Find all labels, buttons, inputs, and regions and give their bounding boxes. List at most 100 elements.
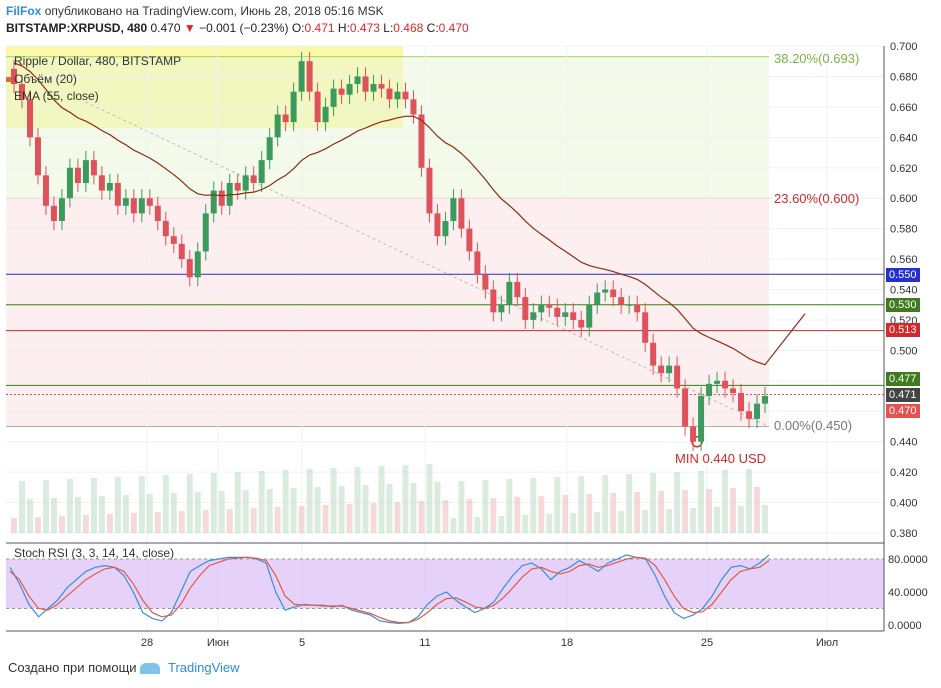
volume-bar [586,494,593,533]
volume-bar [338,486,345,533]
volume-bar [130,513,137,533]
legend-volume: Объём (20) [6,72,77,86]
volume-bar [114,477,121,533]
candle-body [210,190,217,214]
candle-body [538,304,545,313]
candle-body [258,160,265,183]
volume-bar [522,515,529,533]
volume-bar [98,496,105,533]
volume-bar [178,511,185,533]
candle-body [178,243,185,260]
y-tick-label: 0.600 [890,193,918,205]
last-price: 0.470 [150,21,181,35]
candle-body [562,312,569,317]
volume-bar [11,518,17,533]
symbol: BITSTAMP:XRPUSD, 480 [6,21,148,35]
price-chart[interactable]: 0.700 0.680 0.660 0.640 0.620 0.600 0.580 0.560… [0,38,941,656]
candle-body [434,213,441,237]
tradingview-link[interactable]: TradingView [140,660,240,675]
candle-body [98,175,105,191]
candle-body [426,167,433,214]
candle-body [650,342,657,366]
volume-bar [490,498,497,533]
volume-bar [18,481,25,533]
volume-bar [250,508,257,533]
legend-ema: EMA (55, close) [14,89,99,103]
volume-bar [74,497,81,533]
candle-body [66,167,73,199]
candle-body [362,76,369,92]
candle-body [394,91,401,100]
candle-body [602,289,609,293]
volume-bar [402,465,409,533]
candle-body [82,160,89,183]
stoch-rsi-label: Stoch RSI (3, 3, 14, 14, close) [14,546,175,560]
y-tick-label: 0.440 [890,437,918,449]
candle-body [282,114,289,123]
y-tick-label: 0.660 [890,102,918,114]
volume-bar [618,511,625,533]
candle-body [306,61,313,92]
candle-body [610,289,617,298]
candle-body [506,281,513,305]
candle-body [42,175,49,206]
price-tag-530: 0.530 [886,298,920,312]
volume-bar [186,474,193,533]
candle-body [530,312,537,320]
fib-0-label: 0.00%(0.450) [774,418,853,433]
open-value: 0.471 [304,21,335,35]
candle-body [666,365,673,374]
volume-bar [434,482,441,533]
price-tag-471: 0.471 [886,388,920,402]
symbol-line: BITSTAMP:XRPUSD, 480 0.470 ▼ −0.001 (−0.… [6,21,469,35]
candle-body [522,297,529,320]
volume-bar [458,481,465,533]
candle-body [18,84,25,100]
y-tick-label: 0.700 [890,41,918,53]
volume-bar [474,517,481,533]
low-value: 0.468 [393,21,424,35]
candle-body [130,198,137,214]
volume-bar [730,488,737,533]
horizontal-levels [6,273,884,448]
volume-bar [226,509,233,533]
candle-body [442,221,449,237]
candle-body [11,68,17,85]
volume-dot-icon [6,77,11,83]
volume-bar [362,485,369,533]
candle-body [298,61,305,92]
min-label: MIN 0.440 USD [675,451,767,466]
candle-body [234,182,241,191]
y-tick-label: 0.540 [890,285,918,297]
rsi-tick-label: 80.0000 [888,554,928,566]
candle-body [26,99,33,138]
volume-bar [146,494,153,533]
price-change: −0.001 (−0.23%) [199,21,289,35]
volume-bar [426,464,433,533]
volume-bar [322,505,329,533]
candle-body [498,304,505,313]
volume-bar [546,514,553,533]
volume-bar [498,516,505,533]
candle-body [122,198,129,206]
publish-info: опубликовано на TradingView.com, Июнь 28… [44,4,384,18]
volume-bar [610,493,617,533]
down-arrow-icon: ▼ [183,21,196,35]
axes: 0.700 0.680 0.660 0.640 0.620 0.600 0.580 0.560… [6,41,928,649]
candle-body [90,160,97,176]
volume-bar [210,473,217,533]
author-brand[interactable]: FilFox [6,4,42,18]
candle-body [146,198,153,206]
y-tick-label: 0.640 [890,132,918,144]
volume-bar [50,498,57,533]
volume-bar [82,515,89,533]
volume-bar [682,490,689,533]
candle-body [546,304,553,308]
volume-bar [602,475,609,533]
volume-bar [42,480,49,533]
stoch-d-line [9,556,770,624]
candle-body [330,88,337,107]
candle-body [466,228,473,252]
candle-body [762,396,768,404]
candle-body [266,137,273,161]
